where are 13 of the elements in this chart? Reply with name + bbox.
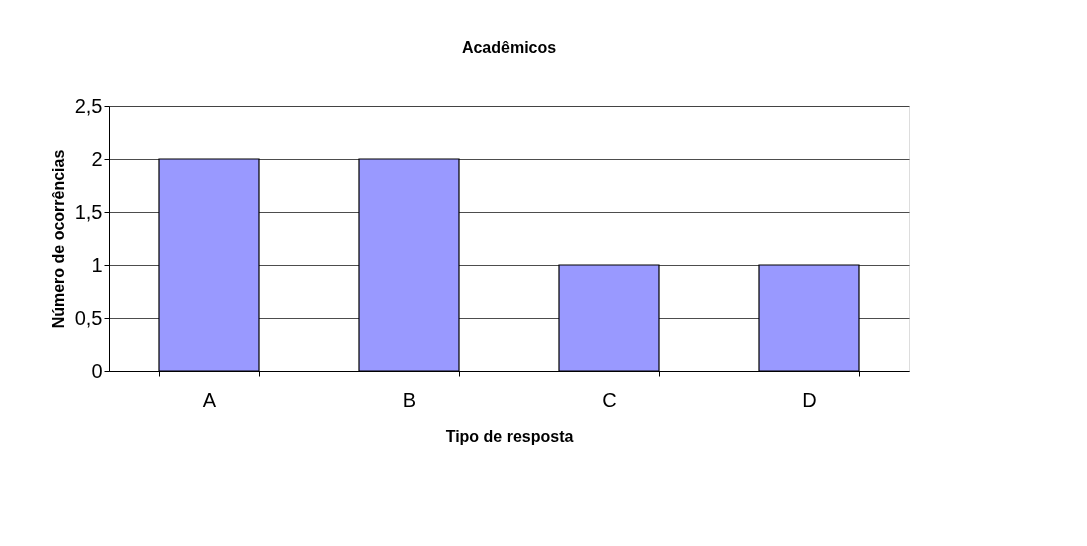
x-tick-label: C: [602, 388, 617, 411]
y-tick-label: 0,5: [74, 306, 103, 329]
x-axis-title: Tipo de resposta: [445, 427, 574, 445]
y-tick-label: 0: [91, 359, 103, 382]
y-tick-label: 1: [91, 253, 103, 276]
x-tick-label: A: [202, 388, 217, 411]
x-tick-label: D: [802, 388, 817, 411]
y-tick-label: 2,5: [74, 94, 103, 117]
x-tick-label: B: [402, 388, 417, 411]
y-tick-label: 2: [91, 147, 103, 170]
y-tick-label: 1,5: [74, 200, 103, 223]
chart-title: Acadêmicos: [461, 39, 557, 56]
y-axis-title: Número de ocorrências: [49, 149, 67, 329]
